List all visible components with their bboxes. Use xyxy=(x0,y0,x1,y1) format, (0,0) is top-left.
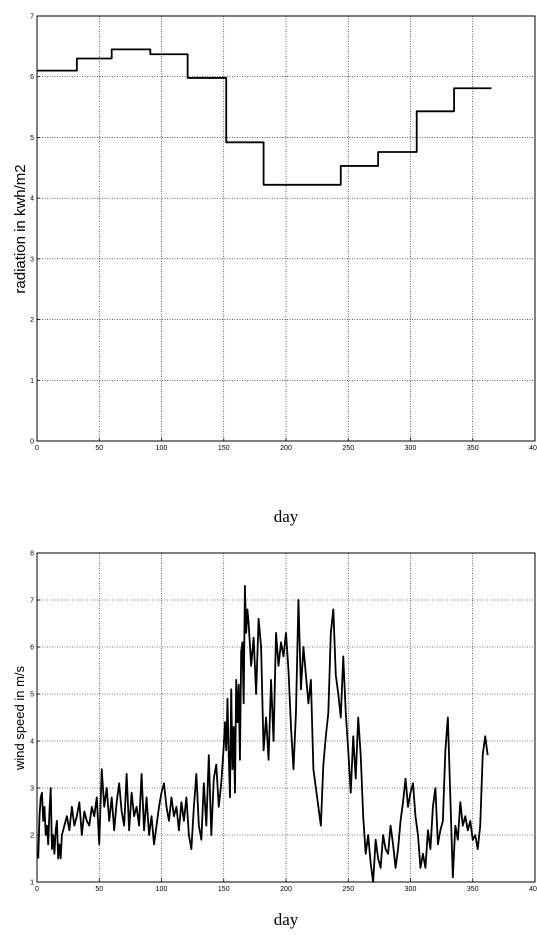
x-tick-label: 150 xyxy=(218,886,230,893)
wind-speed-chart: 0 50 100 150 200 250 300 350 400 1 2 3 4 5 6 7 8 wind s… xyxy=(12,551,537,930)
x-tick-label: 350 xyxy=(467,886,479,893)
y-tick-label: 6 xyxy=(30,74,34,81)
y-axis-label: wind speed in m/s xyxy=(12,665,27,771)
y-tick-label: 4 xyxy=(30,196,34,203)
x-tick-label: 250 xyxy=(342,886,354,893)
x-tick-label: 150 xyxy=(218,445,230,452)
wind-speed-series-line xyxy=(37,585,489,883)
x-tick-label: 50 xyxy=(95,445,103,452)
x-tick-label: 100 xyxy=(156,445,168,452)
x-tick-label: 50 xyxy=(95,886,103,893)
x-tick-label: 0 xyxy=(35,886,39,893)
x-tick-label: 100 xyxy=(156,886,168,893)
y-axis-label: radiation in kwh/m2 xyxy=(12,164,29,293)
y-tick-label: 2 xyxy=(30,833,34,840)
y-tick-label: 5 xyxy=(30,692,34,699)
y-tick-label: 5 xyxy=(30,135,34,142)
y-tick-label: 1 xyxy=(30,378,34,385)
y-tick-label: 3 xyxy=(30,786,34,793)
y-tick-label: 6 xyxy=(30,645,34,652)
x-tick-label: 200 xyxy=(280,886,292,893)
x-tick-label: 0 xyxy=(35,445,39,452)
y-tick-label: 3 xyxy=(30,256,34,263)
x-tick-label: 350 xyxy=(467,445,479,452)
x-tick-label: 300 xyxy=(405,445,417,452)
x-tick-label: 400 xyxy=(529,445,537,452)
y-tick-label: 1 xyxy=(30,880,34,887)
plot-frame xyxy=(36,552,536,883)
x-axis-label: day xyxy=(274,910,299,929)
y-tick-label: 8 xyxy=(30,551,34,558)
radiation-chart: 0 50 100 150 200 250 300 350 400 0 1 2 3 4 5 6 7 radiat… xyxy=(12,14,537,527)
radiation-series-line xyxy=(37,48,492,186)
y-tick-label: 0 xyxy=(30,439,34,446)
x-tick-label: 200 xyxy=(280,445,292,452)
x-tick-label: 250 xyxy=(342,445,354,452)
y-tick-label: 7 xyxy=(30,598,34,605)
y-tick-label: 4 xyxy=(30,739,34,746)
y-tick-label: 7 xyxy=(30,14,34,21)
x-tick-label: 300 xyxy=(405,886,417,893)
x-tick-label: 400 xyxy=(529,886,537,893)
y-tick-label: 2 xyxy=(30,317,34,324)
x-axis-label: day xyxy=(274,507,299,526)
